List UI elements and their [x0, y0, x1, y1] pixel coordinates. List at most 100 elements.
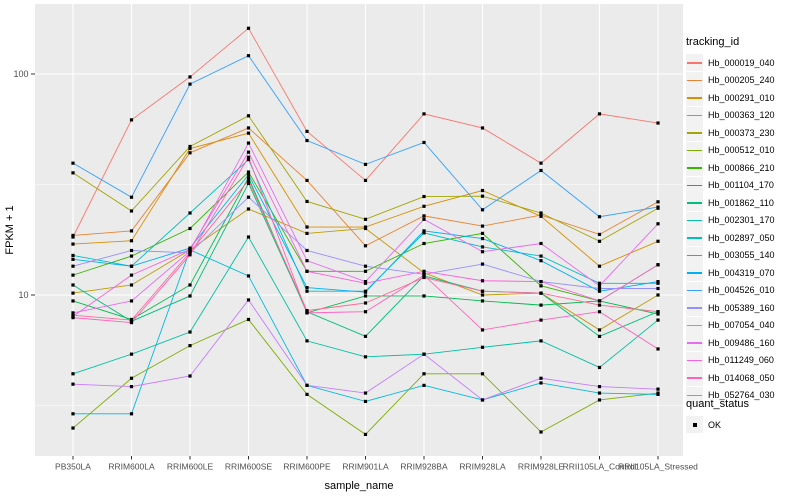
- data-point: [480, 194, 485, 198]
- data-point: [363, 178, 368, 183]
- data-point: [597, 310, 602, 314]
- legend-line-icon: [687, 149, 702, 152]
- legend-key: [686, 141, 703, 159]
- data-point: [71, 382, 75, 386]
- data-point: [363, 399, 368, 404]
- x-tick-label: PB350LA: [55, 462, 91, 472]
- data-point: [656, 312, 660, 316]
- data-point: [246, 170, 251, 174]
- data-point: [188, 330, 192, 334]
- data-point: [539, 211, 543, 215]
- legend-line-icon: [687, 237, 702, 239]
- data-point: [188, 144, 192, 149]
- data-point: [71, 311, 75, 315]
- data-point: [422, 214, 426, 218]
- data-point: [305, 308, 309, 313]
- data-point: [246, 173, 251, 177]
- legend-key: [686, 316, 703, 334]
- legend-key: [686, 211, 703, 229]
- data-point: [363, 281, 368, 285]
- data-point: [246, 175, 251, 180]
- legend-entry-label: Hb_000866_210: [708, 162, 775, 173]
- data-point: [422, 241, 426, 246]
- data-point: [597, 112, 602, 116]
- data-point: [305, 383, 309, 387]
- legend-entry: Hb_000205_240: [686, 71, 798, 90]
- data-point: [597, 215, 602, 219]
- data-point: [656, 281, 660, 285]
- legend-entry-label: Hb_004319_070: [708, 267, 775, 278]
- legend-entry: Hb_011249_060: [686, 351, 798, 370]
- x-axis-title: sample_name: [324, 480, 394, 492]
- legend-entry-label: Hb_002301_170: [708, 215, 775, 226]
- data-point: [246, 155, 251, 159]
- legend-line-icon: [687, 167, 702, 169]
- x-tick-label: RRIM901LA: [342, 462, 389, 472]
- data-point: [422, 294, 426, 298]
- data-point: [188, 374, 192, 378]
- legend-line-icon: [687, 79, 702, 82]
- data-point: [188, 253, 192, 257]
- legend-key: [686, 229, 703, 247]
- data-point: [539, 291, 543, 295]
- data-point: [129, 352, 134, 356]
- data-point: [305, 138, 309, 143]
- data-point: [129, 273, 134, 277]
- data-point: [305, 178, 309, 183]
- legend-key: [686, 299, 703, 317]
- legend-entry-label: Hb_009486_160: [708, 337, 775, 348]
- data-point: [597, 334, 602, 338]
- data-point: [480, 289, 485, 293]
- ok-point-key: [686, 416, 703, 434]
- data-point: [305, 129, 309, 133]
- data-point: [129, 209, 134, 213]
- data-point: [129, 318, 134, 322]
- legend-key: [686, 89, 703, 107]
- legend-entry: Hb_002301_170: [686, 211, 798, 230]
- data-point: [597, 239, 602, 243]
- data-point: [480, 398, 485, 402]
- data-point: [71, 291, 75, 295]
- data-point: [422, 112, 426, 116]
- legend-key: [686, 54, 703, 72]
- x-tick-label: RRIM600PE: [283, 462, 331, 472]
- quant-legend-label: OK: [708, 419, 722, 430]
- data-point: [480, 299, 485, 303]
- data-point: [422, 231, 426, 235]
- legend-key: [686, 281, 703, 299]
- x-tick-label: RRII105LA_Stressed: [618, 462, 698, 472]
- legend-entry-label: Hb_000363_120: [708, 110, 775, 121]
- legend-entry: Hb_005389_160: [686, 299, 798, 317]
- legend-line-icon: [687, 62, 702, 64]
- data-point: [539, 259, 543, 263]
- data-point: [129, 385, 134, 389]
- data-point: [539, 376, 543, 380]
- data-point: [422, 372, 426, 376]
- legend-key: [686, 386, 703, 404]
- x-tick-label: RRIM600LA: [108, 462, 155, 472]
- data-point: [422, 275, 426, 280]
- data-point: [188, 146, 192, 151]
- data-point: [539, 241, 543, 246]
- data-point: [480, 293, 485, 297]
- legend-entry: Hb_004319_070: [686, 264, 798, 282]
- data-point: [129, 254, 134, 258]
- legend-key: [686, 176, 703, 194]
- data-point: [246, 181, 251, 185]
- legend-entry: Hb_001862_110: [686, 194, 798, 212]
- data-point: [71, 313, 75, 317]
- legend-key: [686, 264, 703, 282]
- data-point: [539, 214, 543, 218]
- data-point: [363, 310, 368, 314]
- data-point: [480, 328, 485, 332]
- data-point: [656, 387, 660, 391]
- data-point: [246, 235, 251, 239]
- legend-entry: Hb_000291_010: [686, 89, 798, 107]
- data-point: [656, 239, 660, 243]
- data-point: [188, 75, 192, 79]
- data-point: [480, 345, 485, 349]
- x-tick-label: RRIM600SE: [225, 462, 273, 472]
- data-point: [71, 412, 75, 416]
- data-point: [363, 301, 368, 305]
